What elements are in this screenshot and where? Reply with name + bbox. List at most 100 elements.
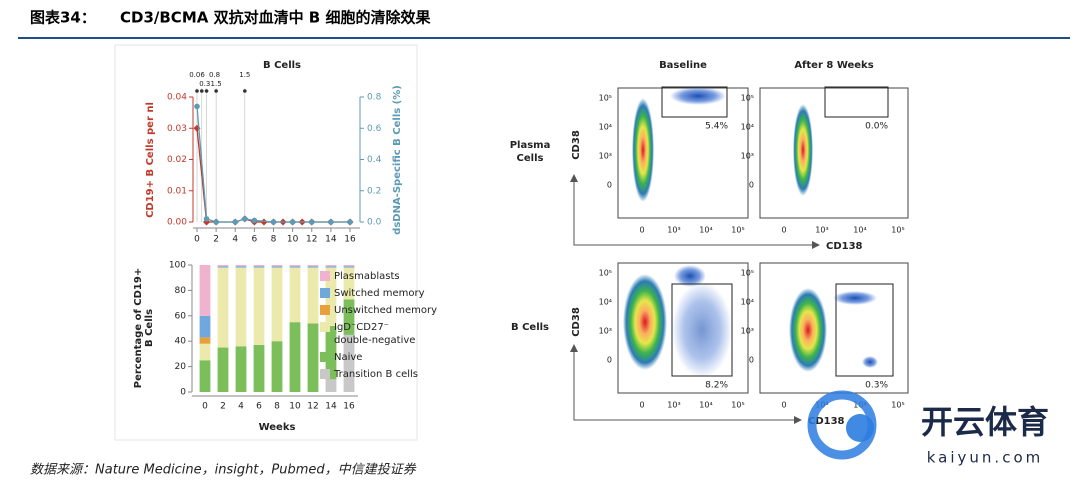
flow-frame (759, 262, 909, 394)
legend-swatch (320, 288, 330, 298)
flow-frame (759, 87, 909, 219)
y-tick-label: 0 (607, 356, 612, 365)
y-axis-title: B Cells (144, 309, 155, 347)
bar-segment (199, 360, 211, 392)
x-tick-label: 10³ (667, 401, 680, 410)
y-tick-label: 0.02 (167, 155, 187, 165)
bar-segment (217, 267, 229, 348)
bar-segment (289, 322, 301, 392)
bar-segment (307, 265, 319, 267)
y2-tick-label: 0.6 (367, 124, 382, 134)
y-tick-label: 0 (749, 181, 754, 190)
y-tick-label: 10³ (741, 327, 754, 336)
density (623, 274, 667, 370)
x-tick-label: 2 (213, 235, 219, 245)
y-tick-label: 10⁵ (741, 94, 754, 103)
x-tick-label: 10⁴ (699, 226, 712, 235)
gate-percent: 0.3% (865, 381, 888, 391)
density (672, 282, 732, 378)
data-point (270, 219, 277, 225)
watermark-url: kaiyun.com (927, 449, 1043, 467)
legend-label: Unswitched memory (334, 305, 437, 316)
gate (824, 86, 889, 118)
y-tick-label: 0 (749, 356, 754, 365)
y-tick-label: 40 (175, 337, 187, 347)
y2-tick-label: 0.2 (367, 186, 381, 196)
bar-segment (271, 341, 283, 392)
bar-segment (199, 337, 211, 344)
density (793, 104, 813, 196)
gate-percent: 5.4% (705, 122, 728, 132)
y-tick-label: 10⁵ (599, 94, 612, 103)
legend-label: IgD⁻CD27⁻ double-negative (334, 322, 415, 346)
x-tick-label: 4 (232, 235, 238, 245)
x-tick-label: 14 (325, 235, 337, 245)
bar-segment (307, 267, 319, 324)
gate (835, 283, 894, 377)
y-tick-label: 60 (175, 311, 187, 321)
y-tick-label: 0.00 (167, 218, 187, 228)
bar-segment (271, 266, 283, 268)
header-rule (18, 37, 1070, 39)
y-tick-label: 10³ (599, 152, 612, 161)
annotation-label: 1.5 (211, 80, 222, 88)
x-tick-label: 0 (639, 401, 644, 410)
x-tick-label: 10³ (815, 226, 828, 235)
figure-title: CD3/BCMA 双抗对血清中 B 细胞的清除效果 (120, 9, 431, 27)
y-tick-label: 10³ (599, 327, 612, 336)
y-tick-label: 10⁴ (741, 298, 754, 307)
bar-segment (325, 267, 337, 326)
density (632, 98, 654, 202)
data-point (308, 219, 315, 225)
data-point (242, 216, 248, 222)
x-axis-title: Weeks (259, 422, 296, 433)
bar-segment (325, 266, 337, 268)
x-tick-label: 0 (202, 402, 208, 412)
bar-segment (289, 265, 301, 267)
x-tick-label: 10⁵ (731, 401, 744, 410)
bar-segment (271, 267, 283, 342)
y2-axis-title: dsDNA-Specific B Cells (%) (392, 85, 403, 235)
row-title: Plasma Cells (510, 140, 551, 164)
y2-tick-label: 0.4 (367, 155, 382, 165)
x-tick-label: 6 (256, 402, 262, 412)
bar-segment (253, 267, 265, 346)
x-tick-label: 10³ (667, 226, 680, 235)
legend-swatch (320, 271, 330, 281)
density (670, 87, 726, 105)
x-tick-label: 10⁵ (891, 401, 904, 410)
x-tick-label: 2 (220, 402, 226, 412)
axis-arrow (573, 182, 820, 249)
y-tick-label: 20 (175, 362, 187, 372)
legend-swatch (320, 305, 330, 315)
chart-title: B Cells (263, 60, 301, 71)
y2-tick-label: 0.0 (367, 218, 382, 228)
y-axis-title: CD19+ B Cells per nl (145, 102, 156, 218)
bar-segment (343, 267, 355, 300)
annotation-dot (204, 89, 209, 93)
data-point (260, 218, 268, 226)
annotation-dot (214, 89, 218, 93)
x-tick-label: 12 (307, 402, 318, 412)
annotation-label: 0.8 (209, 71, 220, 79)
bar-segment (325, 379, 337, 392)
gate-percent: 0.0% (865, 122, 888, 132)
x-tick-label: 10⁴ (699, 401, 712, 410)
data-point (194, 103, 200, 110)
figure-label: 图表34： (30, 9, 96, 27)
density (833, 291, 877, 305)
x-tick-label: 8 (271, 235, 277, 245)
bar-segment (235, 265, 247, 267)
density (789, 288, 827, 372)
annotation-label: 1.5 (239, 71, 250, 79)
legend-label: Naive (334, 352, 362, 363)
annotation-dot (195, 89, 199, 93)
y-tick-label: 0.04 (167, 93, 187, 103)
bar-segment (253, 265, 265, 267)
bar-segment (307, 266, 319, 268)
x-tick-label: 16 (344, 235, 356, 245)
data-point (251, 217, 258, 224)
annotation-dot (243, 89, 247, 93)
logo-ball (846, 414, 874, 442)
